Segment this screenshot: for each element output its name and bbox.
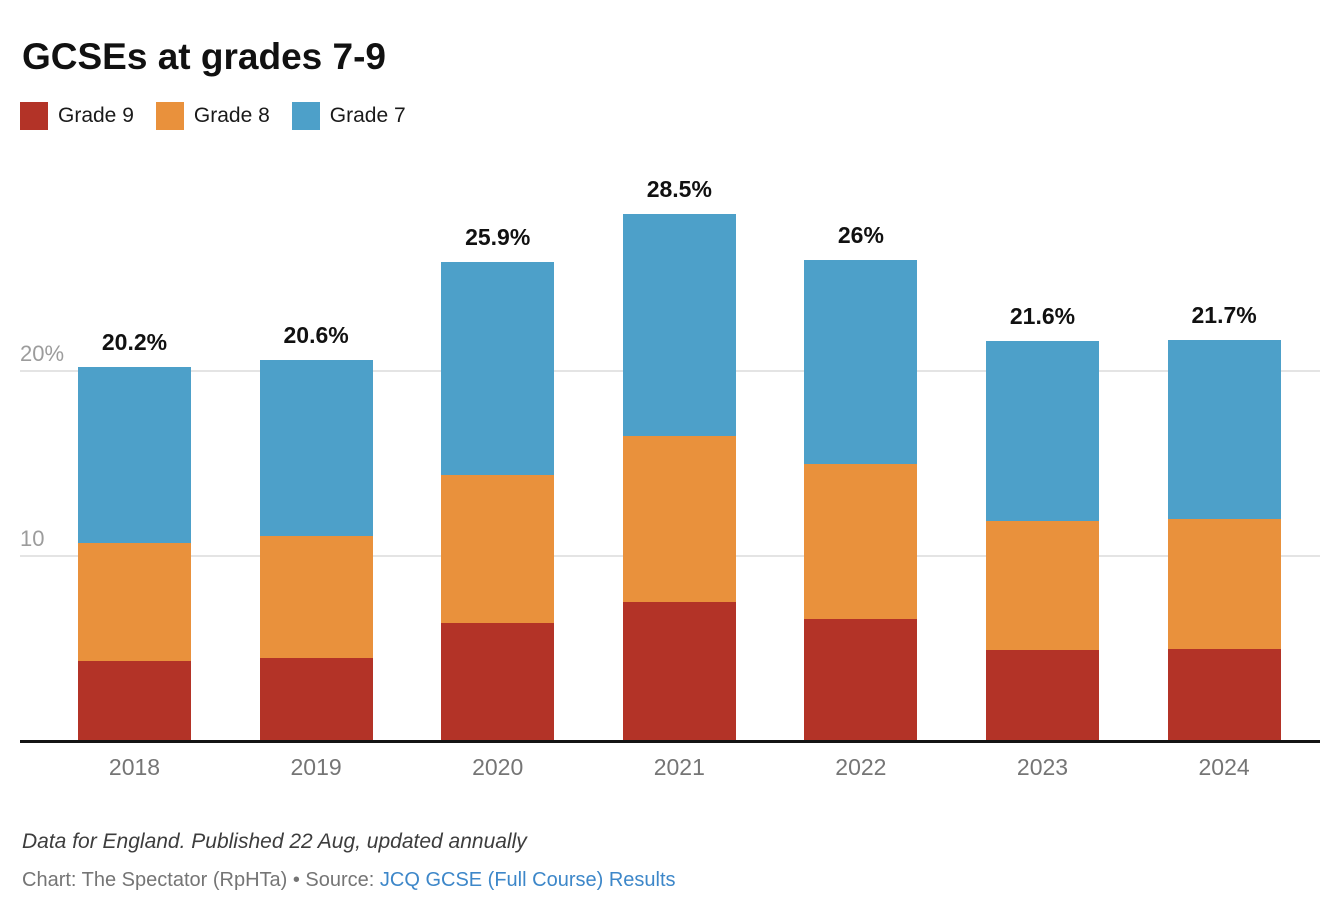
bar-total-label-2019: 20.6% — [283, 321, 349, 348]
x-tick-label-2022: 2022 — [835, 754, 887, 780]
bar-2024: 21.7% — [1167, 303, 1281, 741]
bar-segment-2020-grade-8 — [441, 474, 555, 623]
bar-total-label-2024: 21.7% — [1191, 301, 1257, 328]
legend-item-grade-9: Grade 9 — [20, 102, 134, 130]
bar-total-label-2018: 20.2% — [101, 329, 168, 356]
bar-segment-2019-grade-8 — [259, 535, 373, 658]
chart-legend: Grade 9 Grade 8 Grade 7 — [20, 102, 406, 130]
bar-segment-2021-grade-9 — [622, 602, 736, 741]
bar-segment-2022-grade-7 — [804, 260, 918, 464]
source-link[interactable]: JCQ GCSE (Full Course) Results — [379, 869, 676, 891]
bar-2020: 25.9% — [441, 225, 555, 741]
x-tick-label-2018: 2018 — [108, 754, 161, 780]
bar-2019: 20.6% — [259, 323, 373, 741]
bar-segment-2018-grade-7 — [78, 367, 191, 544]
legend-swatch — [291, 102, 320, 130]
legend-label: Grade 8 — [193, 104, 270, 127]
x-axis-line — [20, 740, 1320, 743]
footer-byline: Chart: The Spectator (RpHTa) • Source: J… — [22, 869, 676, 892]
x-tick-label-2021: 2021 — [653, 754, 705, 780]
legend-swatch — [20, 102, 48, 130]
bar-segment-2018-grade-9 — [78, 661, 191, 741]
legend-swatch — [155, 102, 184, 130]
bar-segment-2019-grade-9 — [259, 657, 373, 741]
bar-segment-2024-grade-7 — [1167, 339, 1281, 519]
bar-segment-2021-grade-8 — [622, 435, 736, 603]
bar-segment-2023-grade-8 — [986, 520, 1099, 651]
x-tick-label-2020: 2020 — [472, 754, 524, 780]
bar-segment-2020-grade-7 — [441, 261, 555, 475]
bar-total-label-2020: 25.9% — [465, 223, 531, 250]
bar-segment-2019-grade-7 — [259, 359, 373, 536]
bar-2022: 26% — [804, 224, 918, 741]
x-tick-label-2019: 2019 — [290, 754, 342, 780]
x-tick-label-2024: 2024 — [1198, 754, 1250, 780]
legend-label: Grade 9 — [58, 104, 134, 127]
legend-label: Grade 7 — [329, 104, 406, 127]
bar-segment-2022-grade-8 — [804, 463, 918, 619]
x-tick-label-2023: 2023 — [1016, 754, 1069, 780]
bar-total-label-2021: 28.5% — [646, 175, 712, 202]
bar-segment-2021-grade-7 — [622, 213, 736, 436]
bar-total-label-2023: 21.6% — [1009, 303, 1076, 330]
bar-segment-2024-grade-8 — [1167, 519, 1281, 649]
legend-item-grade-7: Grade 7 — [291, 102, 406, 130]
y-tick-label-20: 20% — [20, 341, 65, 366]
bar-2023: 21.6% — [986, 305, 1099, 741]
bar-segment-2023-grade-9 — [986, 650, 1099, 741]
bar-segment-2020-grade-9 — [441, 622, 555, 741]
byline-prefix: Chart: The Spectator (RpHTa) • Source: — [22, 869, 380, 891]
bar-segment-2023-grade-7 — [986, 341, 1099, 521]
bar-segment-2022-grade-9 — [804, 618, 918, 741]
plot-area: 10 20% 20.2% 20.6% 25.9% 28.5% 26% 21.6% 21.7% — [20, 150, 1320, 741]
bar-total-label-2022: 26% — [837, 222, 884, 248]
bar-2018: 20.2% — [78, 331, 191, 741]
y-tick-label-10: 10 — [20, 526, 45, 551]
bar-segment-2018-grade-8 — [78, 543, 191, 662]
footer-note: Data for England. Published 22 Aug, upda… — [22, 830, 527, 853]
legend-item-grade-8: Grade 8 — [155, 102, 270, 130]
bar-2021: 28.5% — [622, 177, 736, 741]
chart-title: GCSEs at grades 7-9 — [22, 36, 386, 77]
bar-segment-2024-grade-9 — [1167, 648, 1281, 741]
